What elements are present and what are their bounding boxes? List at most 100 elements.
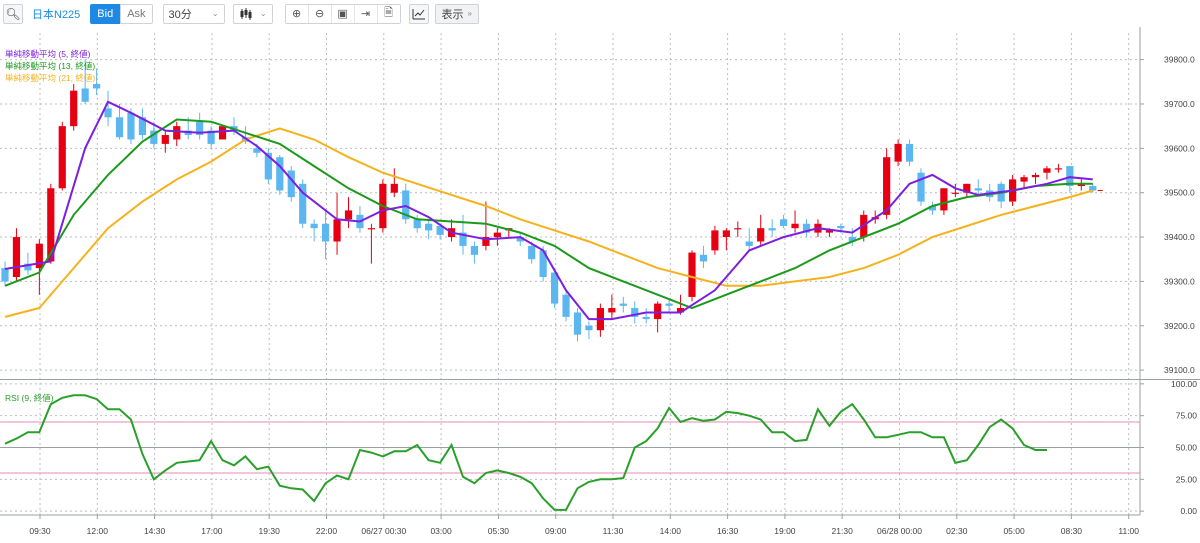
candle-up bbox=[344, 210, 353, 220]
y-tick-label: 39400.0 bbox=[1164, 232, 1195, 242]
candle-up bbox=[1043, 168, 1051, 173]
sma5-line bbox=[4, 100, 1093, 321]
candle-down bbox=[516, 237, 524, 242]
chart-type-select[interactable]: ⌄ bbox=[232, 3, 273, 24]
candle-up bbox=[1077, 183, 1085, 187]
x-ticks: 09:30 12:00 14:30 17:00 19:30 22:00 06/27 00:3… bbox=[29, 515, 1139, 536]
legend-sma21: 単純移動平均 (21, 終値) bbox=[5, 73, 96, 83]
candle-up bbox=[12, 237, 21, 277]
ask-button[interactable]: Ask bbox=[120, 3, 153, 24]
rsi-y-tick-label: 50.00 bbox=[1176, 443, 1198, 453]
y-tick-label: 39100.0 bbox=[1164, 365, 1195, 375]
candle-up bbox=[1020, 177, 1028, 182]
candle-up bbox=[722, 230, 730, 238]
axes bbox=[0, 27, 1200, 516]
candle-down bbox=[127, 112, 135, 140]
x-tick-label: 09:30 bbox=[29, 526, 51, 536]
candle-up bbox=[390, 183, 398, 193]
candle-down bbox=[802, 223, 811, 233]
legend-sma5: 単純移動平均 (5, 終値) bbox=[5, 49, 91, 59]
candle-up bbox=[161, 135, 169, 144]
candle-up bbox=[1054, 168, 1062, 170]
rsi-y-tick-label: 0.00 bbox=[1180, 506, 1197, 516]
candle-down bbox=[562, 294, 570, 317]
candle-down bbox=[310, 223, 318, 229]
candle-up bbox=[47, 188, 55, 262]
y-tick-label: 39300.0 bbox=[1164, 276, 1195, 286]
candle-down bbox=[81, 88, 89, 102]
chevron-down-icon: ⌄ bbox=[259, 9, 267, 18]
candle-down bbox=[848, 237, 856, 242]
candle-down bbox=[642, 316, 650, 320]
candle-up bbox=[70, 90, 78, 127]
search-icon[interactable]: 🔍︎ bbox=[3, 3, 23, 24]
x-tick-label: 21:30 bbox=[832, 526, 854, 536]
symbol-label[interactable]: 日本N225 bbox=[32, 8, 81, 21]
candles bbox=[1, 59, 1103, 342]
candle-down bbox=[470, 245, 479, 255]
x-tick-label: 22:00 bbox=[316, 526, 338, 536]
candle-up bbox=[35, 243, 43, 269]
add-indicator-icon[interactable] bbox=[408, 3, 429, 24]
y-tick-label: 39600.0 bbox=[1164, 143, 1195, 153]
candle-down bbox=[207, 130, 215, 144]
candle-down bbox=[425, 223, 433, 231]
candle-down bbox=[115, 117, 124, 138]
rsi-y-ticks: 100.00 75.00 50.00 25.00 0.00 bbox=[1140, 379, 1197, 516]
toolbar: 🔍︎ 日本N225 Bid Ask 30分 ⌄ ⌄ ⊕ ⊖ ▣ ⇥ 🗎︎ 表示 … bbox=[0, 0, 1200, 27]
x-tick-label: 08:30 bbox=[1061, 526, 1083, 536]
candle-down bbox=[1, 268, 9, 282]
candle-up bbox=[676, 308, 685, 313]
candle-down bbox=[1089, 186, 1097, 191]
rsi-y-tick-label: 75.00 bbox=[1176, 411, 1198, 421]
price-chart[interactable]: 39800.0 39700.0 39600.0 39500.0 39400.0 39300… bbox=[0, 27, 1200, 543]
rsi-y-tick-label: 100.00 bbox=[1171, 379, 1197, 389]
candle-down bbox=[150, 130, 158, 144]
candle-down bbox=[264, 152, 272, 180]
candle-up bbox=[482, 237, 490, 246]
candle-up bbox=[58, 126, 66, 189]
candle-up bbox=[218, 126, 227, 140]
price-y-ticks: 39800.0 39700.0 39600.0 39500.0 39400.0 39300… bbox=[1140, 55, 1195, 375]
legend-sma13: 単純移動平均 (13, 終値) bbox=[5, 61, 96, 71]
candle-down bbox=[619, 303, 627, 306]
document-icon[interactable]: 🗎︎ bbox=[377, 4, 400, 23]
candle-down bbox=[917, 172, 925, 202]
candle-up bbox=[825, 230, 833, 233]
zoom-out-icon[interactable]: ⊖ bbox=[308, 4, 332, 23]
candle-down bbox=[413, 219, 421, 229]
candle-down bbox=[573, 312, 582, 335]
candle-up bbox=[940, 188, 948, 211]
candle-down bbox=[631, 308, 639, 317]
candle-up bbox=[608, 308, 616, 313]
candle-up bbox=[757, 228, 765, 242]
candle-up bbox=[711, 230, 719, 251]
candle-down bbox=[585, 325, 593, 331]
candle-down bbox=[780, 219, 788, 226]
jump-to-latest-icon[interactable]: ⇥ bbox=[354, 4, 378, 23]
x-tick-label: 05:00 bbox=[1003, 526, 1025, 536]
x-tick-label: 11:30 bbox=[603, 526, 624, 536]
y-tick-label: 39500.0 bbox=[1164, 188, 1195, 198]
candle-down bbox=[436, 225, 444, 235]
chevron-down-icon: ⌄ bbox=[211, 9, 219, 18]
interval-select[interactable]: 30分 ⌄ bbox=[162, 3, 225, 24]
bid-button[interactable]: Bid bbox=[90, 3, 121, 24]
candle-down bbox=[974, 188, 982, 191]
x-tick-label: 02:30 bbox=[946, 526, 968, 536]
candle-down bbox=[402, 190, 410, 220]
interval-value: 30分 bbox=[168, 8, 192, 21]
display-menu-button[interactable]: 表示 » bbox=[434, 3, 479, 24]
display-label: 表示 bbox=[441, 8, 464, 21]
x-tick-label: 16:30 bbox=[717, 526, 739, 536]
candlestick-icon bbox=[240, 7, 252, 20]
fit-screen-icon[interactable]: ▣ bbox=[331, 4, 355, 23]
x-tick-label: 06/27 00:30 bbox=[361, 526, 406, 536]
candle-up bbox=[883, 157, 891, 215]
zoom-in-icon[interactable]: ⊕ bbox=[285, 4, 309, 23]
candle-down bbox=[928, 206, 937, 211]
x-tick-label: 19:00 bbox=[774, 526, 796, 536]
candle-down bbox=[528, 245, 536, 260]
candle-up bbox=[791, 223, 799, 229]
y-tick-label: 39800.0 bbox=[1164, 55, 1195, 65]
